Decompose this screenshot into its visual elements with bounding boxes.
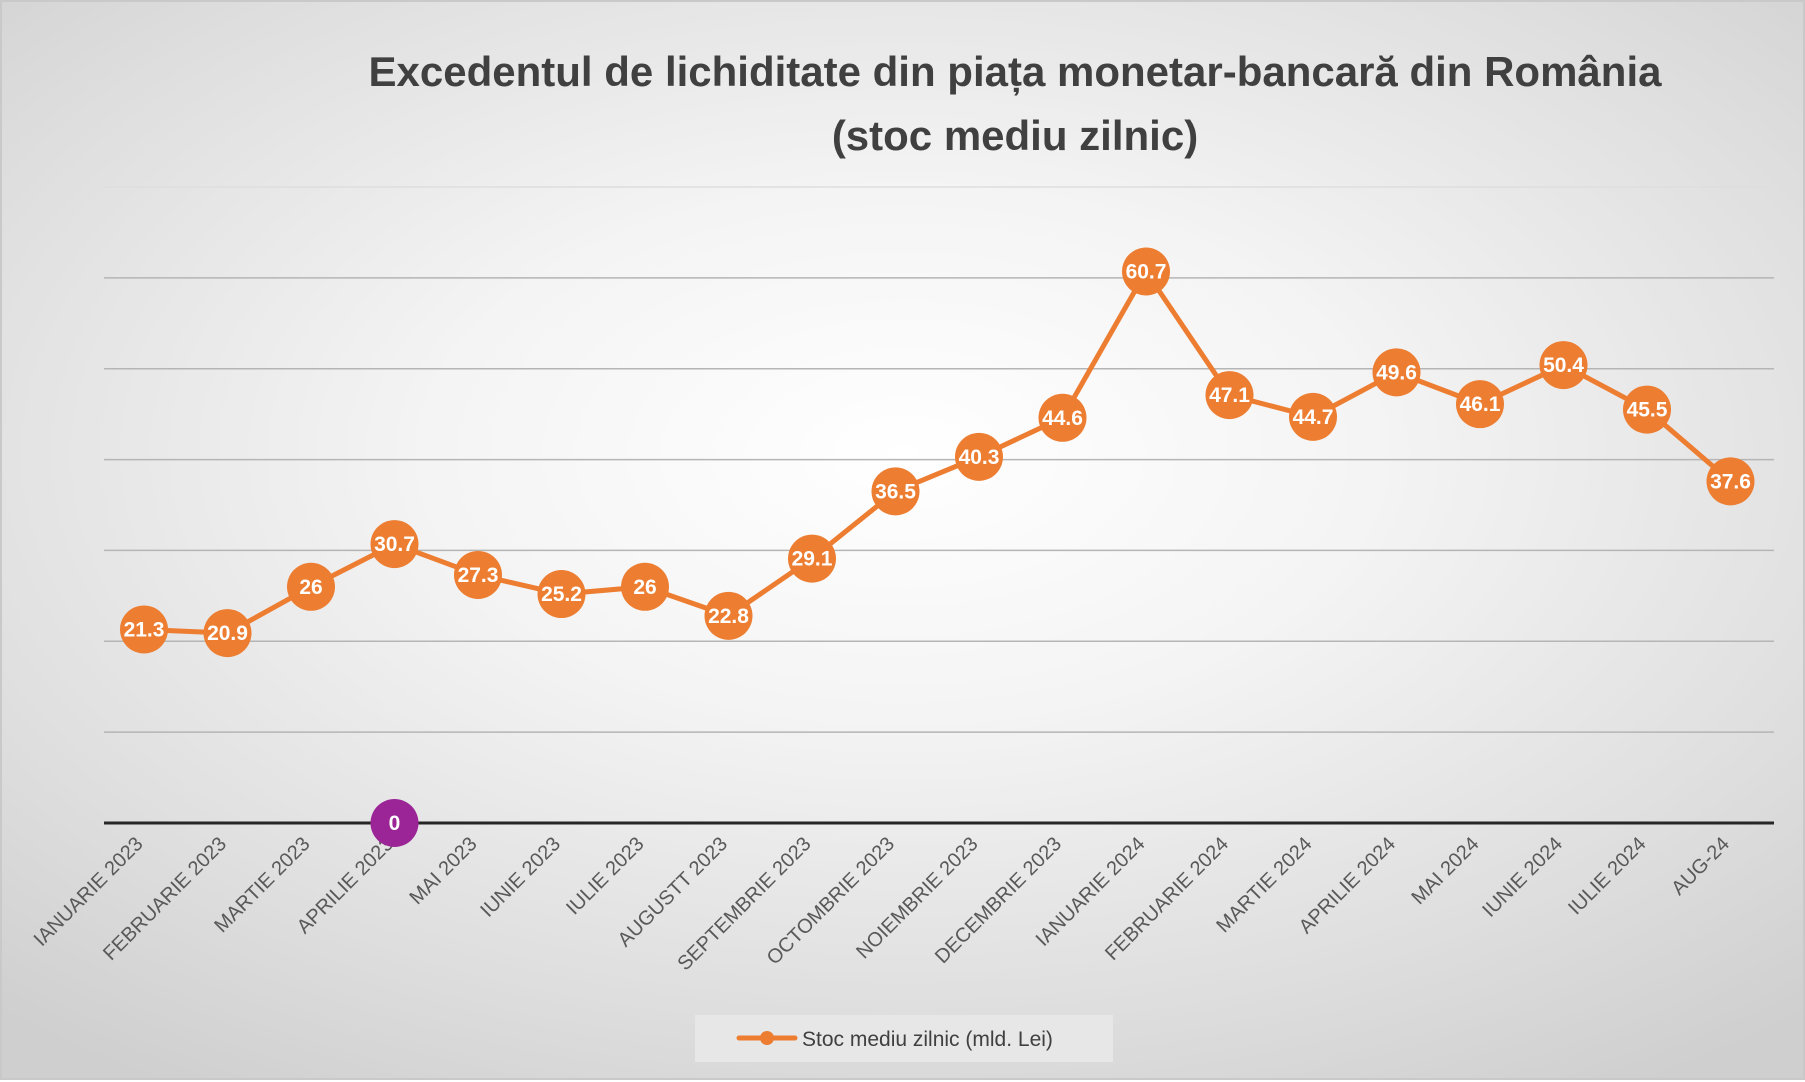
x-tick-label: IUNIE 2023: [476, 833, 565, 922]
x-tick-label: IULIE 2024: [1564, 833, 1650, 919]
data-point-marker: [1623, 385, 1671, 434]
data-label: 26: [299, 576, 322, 599]
data-label: 37.6: [1710, 470, 1751, 493]
data-point-marker: [1038, 393, 1087, 442]
data-point-marker: [1205, 371, 1254, 420]
data-point-marker: [537, 570, 586, 619]
gridlines: [104, 186, 1774, 825]
data-point-marker: [370, 520, 419, 569]
legend-marker-swatch: [760, 1031, 774, 1045]
data-point-marker: [1289, 392, 1337, 441]
data-label: 46.1: [1460, 393, 1501, 416]
data-label: 21.3: [124, 618, 165, 641]
series-layer: 21.3 20.9 26 30.7 27.3 25.2 26 22.8 29.1 36.5 40.3…: [120, 247, 1755, 847]
data-label: 60.7: [1126, 260, 1167, 283]
data-label: 40.3: [959, 446, 1000, 469]
zero-point-label: 0: [389, 812, 401, 835]
data-point-marker: [871, 467, 920, 516]
data-label: 26: [633, 576, 656, 599]
data-point-marker: [1456, 380, 1504, 429]
data-label: 29.1: [792, 548, 833, 571]
data-point-marker: [120, 605, 168, 654]
data-point-marker: [203, 609, 252, 658]
data-point-marker: [1372, 348, 1421, 397]
x-tick-label: AUG-24: [1667, 833, 1734, 900]
data-point-marker: [621, 562, 669, 611]
data-label: 30.7: [374, 533, 415, 556]
data-point-marker: [704, 591, 753, 640]
x-tick-label: MAI 2024: [1407, 833, 1483, 909]
data-label: 20.9: [207, 622, 248, 645]
data-point-marker: [454, 550, 502, 599]
zero-point-marker: [370, 799, 419, 847]
series-line: [141, 268, 1733, 636]
data-point-marker: [1122, 247, 1170, 296]
data-label: 47.1: [1209, 384, 1250, 407]
data-point-marker: [1539, 341, 1588, 390]
legend: Stoc mediu zilnic (mld. Lei): [695, 1015, 1113, 1062]
x-tick-label: MAI 2023: [405, 833, 481, 909]
chart-subtitle: (stoc mediu zilnic): [832, 112, 1198, 159]
data-label: 44.6: [1042, 407, 1083, 430]
data-point-marker: [1706, 457, 1755, 506]
data-label: 25.2: [541, 583, 582, 606]
data-label: 22.8: [708, 605, 749, 628]
legend-label: Stoc mediu zilnic (mld. Lei): [802, 1028, 1053, 1051]
data-label: 50.4: [1543, 354, 1584, 377]
data-point-marker: [788, 534, 836, 583]
data-label: 49.6: [1376, 361, 1417, 384]
data-label: 27.3: [458, 564, 499, 587]
x-tick-label: IULIE 2023: [562, 833, 648, 919]
data-label: 44.7: [1293, 406, 1334, 429]
data-label: 45.5: [1627, 399, 1668, 422]
chart-title: Excedentul de lichiditate din piața mone…: [369, 48, 1663, 96]
data-point-marker: [287, 562, 335, 611]
data-point-marker: [955, 432, 1003, 481]
data-label: 36.5: [875, 480, 916, 503]
x-tick-label: IUNIE 2024: [1478, 833, 1567, 922]
